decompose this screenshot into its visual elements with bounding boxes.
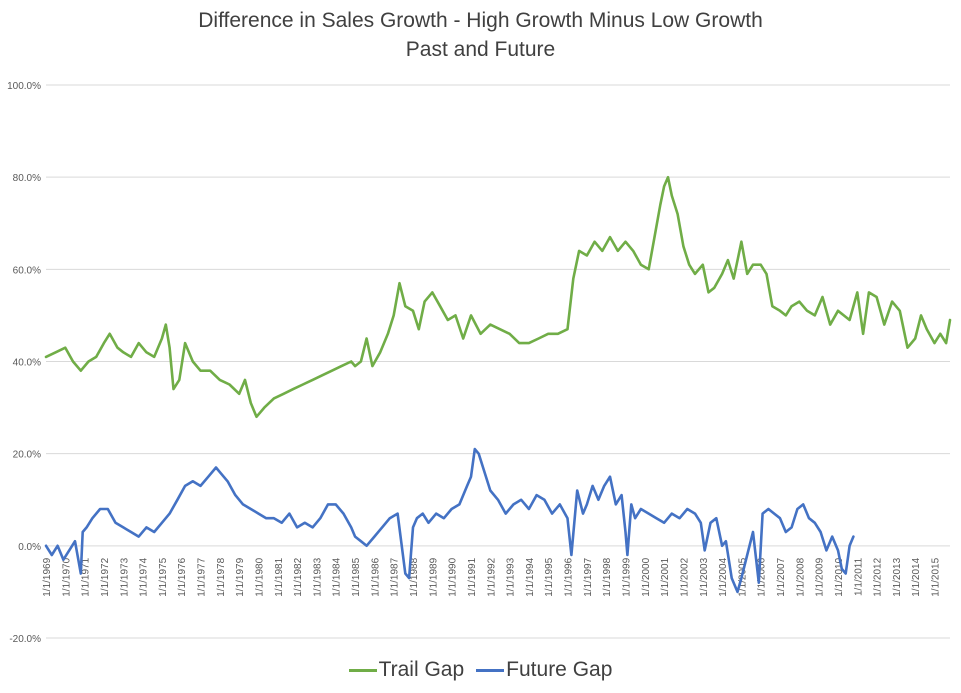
- legend-swatch-trail-gap: [348, 668, 377, 672]
- x-tick-label: 1/1/1972: [100, 557, 111, 596]
- x-tick-label: 1/1/2013: [892, 557, 903, 596]
- legend-item-trail-gap: Trail Gap: [348, 658, 465, 682]
- chart-title: Difference in Sales Growth - High Growth…: [0, 6, 961, 64]
- x-tick-label: 1/1/1971: [81, 557, 92, 596]
- x-tick-label: 1/1/2009: [815, 557, 826, 596]
- x-tick-label: 1/1/1983: [312, 557, 323, 596]
- x-tick-label: 1/1/1985: [351, 557, 362, 596]
- y-tick-label: 60.0%: [13, 265, 41, 276]
- y-axis-ticks: 100.0% 80.0% 60.0% 40.0% 20.0% 0.0% -20.0%: [7, 81, 41, 645]
- series-lines: [44, 175, 952, 594]
- series-line-future-gap: [44, 447, 855, 594]
- x-tick-label: 1/1/1994: [525, 557, 536, 596]
- x-tick-label: 1/1/1988: [409, 557, 420, 596]
- x-tick-label: 1/1/2002: [679, 557, 690, 596]
- x-tick-label: 1/1/2003: [699, 557, 710, 596]
- x-tick-label: 1/1/2010: [834, 557, 845, 596]
- x-tick-label: 1/1/1992: [486, 557, 497, 596]
- x-tick-label: 1/1/1996: [564, 557, 575, 596]
- x-tick-label: 1/1/1997: [583, 557, 594, 596]
- x-tick-label: 1/1/2014: [911, 557, 922, 596]
- x-tick-label: 1/1/1978: [216, 557, 227, 596]
- x-tick-label: 1/1/2008: [795, 557, 806, 596]
- legend-item-future-gap: Future Gap: [476, 658, 612, 682]
- x-tick-label: 1/1/1986: [370, 557, 381, 596]
- legend: Trail Gap Future Gap: [0, 658, 961, 682]
- x-tick-label: 1/1/1981: [274, 557, 285, 596]
- x-tick-label: 1/1/1993: [506, 557, 517, 596]
- x-tick-label: 1/1/2012: [873, 557, 884, 596]
- legend-swatch-future-gap: [476, 668, 505, 672]
- x-tick-label: 1/1/2007: [776, 557, 787, 596]
- x-tick-label: 1/1/1969: [42, 557, 53, 596]
- chart-title-line1: Difference in Sales Growth - High Growth…: [198, 9, 763, 32]
- x-tick-label: 1/1/1980: [254, 557, 265, 596]
- y-tick-label: 100.0%: [7, 81, 41, 92]
- x-tick-label: 1/1/1999: [621, 557, 632, 596]
- gridlines: [46, 84, 950, 639]
- x-tick-label: 1/1/2006: [757, 557, 768, 596]
- y-tick-label: 40.0%: [13, 358, 41, 369]
- x-tick-label: 1/1/2000: [641, 557, 652, 596]
- x-tick-label: 1/1/1977: [197, 557, 208, 596]
- x-axis-ticks: 1/1/1969 1/1/1970 1/1/1971 1/1/1972 1/1/1973…: [42, 557, 942, 596]
- x-tick-label: 1/1/1984: [332, 557, 343, 596]
- x-tick-label: 1/1/1973: [119, 557, 130, 596]
- x-tick-label: 1/1/1995: [544, 557, 555, 596]
- x-tick-label: 1/1/1987: [390, 557, 401, 596]
- x-tick-label: 1/1/1974: [139, 557, 150, 596]
- x-tick-label: 1/1/1990: [448, 557, 459, 596]
- legend-label-trail-gap: Trail Gap: [378, 658, 465, 681]
- x-tick-label: 1/1/2015: [931, 557, 942, 596]
- x-tick-label: 1/1/2004: [718, 557, 729, 596]
- x-tick-label: 1/1/1976: [177, 557, 188, 596]
- y-tick-label: 0.0%: [18, 542, 41, 553]
- x-tick-label: 1/1/1970: [61, 557, 72, 596]
- x-tick-label: 1/1/1991: [467, 557, 478, 596]
- x-tick-label: 1/1/1998: [602, 557, 613, 596]
- chart-subtitle: Past and Future: [405, 38, 556, 61]
- x-tick-label: 1/1/1989: [428, 557, 439, 596]
- x-tick-label: 1/1/1982: [293, 557, 304, 596]
- legend-label-future-gap: Future Gap: [506, 658, 613, 681]
- y-tick-label: 20.0%: [13, 450, 41, 461]
- x-tick-label: 1/1/1979: [235, 557, 246, 596]
- x-tick-label: 1/1/2001: [660, 557, 671, 596]
- series-line-trail-gap: [44, 175, 952, 419]
- y-tick-label: -20.0%: [9, 634, 41, 645]
- y-tick-label: 80.0%: [13, 173, 41, 184]
- x-tick-label: 1/1/1975: [158, 557, 169, 596]
- x-tick-label: 1/1/2011: [853, 557, 864, 596]
